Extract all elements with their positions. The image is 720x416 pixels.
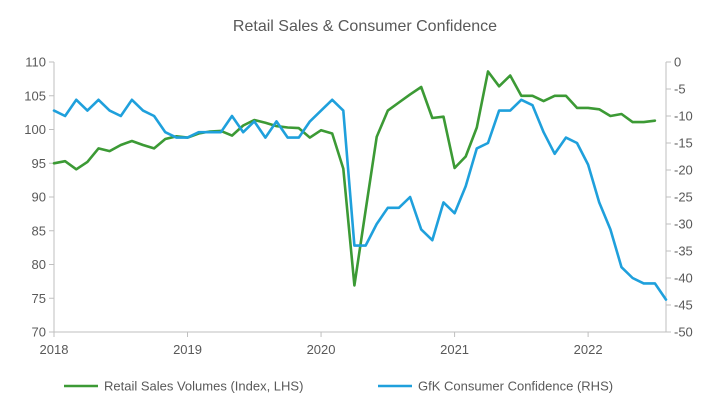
right-tick-label: -10 <box>674 109 693 124</box>
gfk-confidence-line <box>52 98 668 301</box>
right-tick-label: -5 <box>674 82 686 97</box>
left-tick-label: 100 <box>24 122 46 137</box>
left-tick-label: 95 <box>32 156 46 171</box>
right-tick-label: -40 <box>674 271 693 286</box>
x-tick-label: 2022 <box>574 342 603 357</box>
retail-sales-line <box>52 70 657 287</box>
right-tick-label: 0 <box>674 55 681 70</box>
right-tick-label: -15 <box>674 136 693 151</box>
right-tick-label: -25 <box>674 190 693 205</box>
left-tick-label: 75 <box>32 291 46 306</box>
legend-item-gfk-label: GfK Consumer Confidence (RHS) <box>418 379 613 394</box>
legend: Retail Sales Volumes (Index, LHS) GfK Con… <box>64 379 613 394</box>
left-tick-label: 110 <box>25 55 46 70</box>
x-tick-label: 2018 <box>40 342 69 357</box>
left-tick-label: 70 <box>32 325 46 340</box>
left-tick-label: 85 <box>32 223 46 238</box>
chart-title: Retail Sales & Consumer Confidence <box>233 18 497 35</box>
left-tick-label: 90 <box>32 190 46 205</box>
axes-group: 707580859095100105110-50-45-40-35-30-25-… <box>24 55 693 358</box>
right-tick-label: -45 <box>674 298 693 313</box>
legend-item-retail-label: Retail Sales Volumes (Index, LHS) <box>104 379 303 394</box>
right-tick-label: -50 <box>674 325 693 340</box>
x-tick-label: 2020 <box>307 342 336 357</box>
right-tick-label: -35 <box>674 244 693 259</box>
series-layer <box>52 70 668 301</box>
x-tick-label: 2021 <box>440 342 469 357</box>
x-tick-label: 2019 <box>173 342 202 357</box>
left-tick-label: 80 <box>32 257 46 272</box>
left-tick-label: 105 <box>24 88 46 103</box>
right-tick-label: -20 <box>674 163 693 178</box>
right-tick-label: -30 <box>674 217 693 232</box>
